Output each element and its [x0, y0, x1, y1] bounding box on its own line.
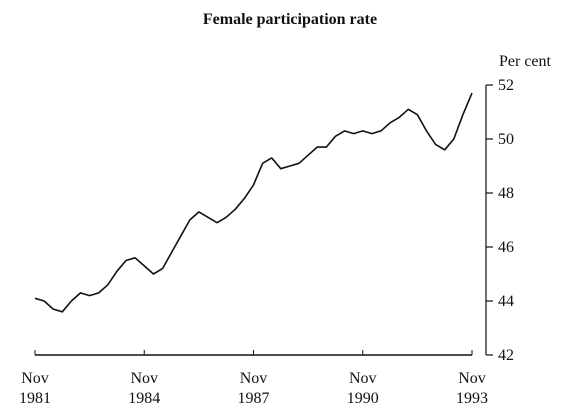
- y-tick-label: 44: [498, 293, 514, 310]
- x-tick-label: Nov 1981: [19, 370, 51, 407]
- y-tick-label: 46: [498, 239, 514, 256]
- x-tick-label: Nov 1993: [456, 370, 488, 407]
- x-tick-label: Nov 1984: [128, 370, 160, 407]
- data-line: [34, 92, 473, 313]
- y-tick-label: 52: [498, 77, 514, 94]
- y-tick-label: 50: [498, 131, 514, 148]
- y-tick-label: 48: [498, 185, 514, 202]
- y-tick-label: 42: [498, 347, 514, 364]
- chart-title: Female participation rate: [203, 11, 377, 28]
- x-tick-label: Nov 1990: [347, 370, 379, 407]
- x-tick-label: Nov 1987: [238, 370, 270, 407]
- y-axis-label: Per cent: [499, 53, 552, 70]
